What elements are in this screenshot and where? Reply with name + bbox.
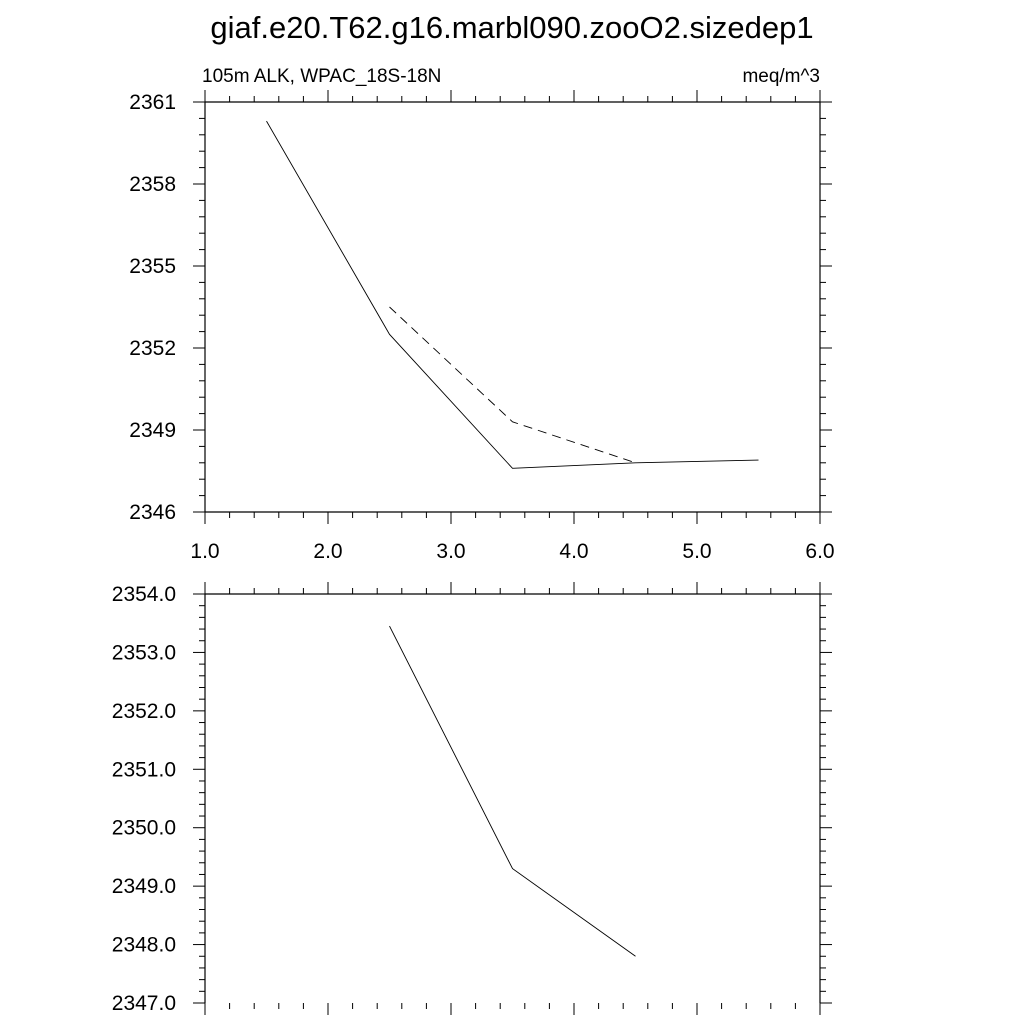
y-tick-label: 2361 <box>129 91 176 114</box>
panel-units-label: meq/m^3 <box>742 66 820 87</box>
y-tick-label: 2351.0 <box>112 758 176 781</box>
y-tick-label: 2352 <box>129 337 176 360</box>
x-tick-label: 4.0 <box>559 540 588 563</box>
y-tick-label: 2355 <box>129 255 176 278</box>
y-tick-label: 2354.0 <box>112 583 176 606</box>
panel-left-label: 105m ALK, WPAC_18S-18N <box>202 66 441 87</box>
solid-series-line <box>266 120 759 469</box>
x-tick-label: 3.0 <box>436 540 465 563</box>
y-tick-label: 2349.0 <box>112 875 176 898</box>
x-tick-label: 2.0 <box>313 540 342 563</box>
bottom-panel: 2347.0 2348.0 2349.0 2350.0 2351.0 2352.0 2353… <box>112 582 832 1015</box>
plot-frame <box>204 101 821 513</box>
y-tick-label: 2348.0 <box>112 934 176 957</box>
y-tick-label: 2350.0 <box>112 817 176 840</box>
plot-frame <box>204 593 821 1003</box>
y-tick-label: 2349 <box>129 419 176 442</box>
dashed-series-line <box>389 306 636 464</box>
y-tick-label: 2346 <box>129 501 176 524</box>
top-panel: 1.0 2.0 3.0 4.0 5.0 6.0 2346 2349 2352 2355 2358 23… <box>129 66 834 563</box>
x-tick-label: 5.0 <box>682 540 711 563</box>
x-tick-label: 6.0 <box>805 540 834 563</box>
y-tick-label: 2352.0 <box>112 700 176 723</box>
x-tick-label: 1.0 <box>190 540 219 563</box>
y-tick-label: 2353.0 <box>112 641 176 664</box>
y-tick-label: 2347.0 <box>112 992 176 1015</box>
solid-series-line <box>389 625 636 957</box>
page-title: giaf.e20.T62.g16.marbl090.zooO2.sizedep1 <box>210 10 813 45</box>
y-tick-label: 2358 <box>129 173 176 196</box>
